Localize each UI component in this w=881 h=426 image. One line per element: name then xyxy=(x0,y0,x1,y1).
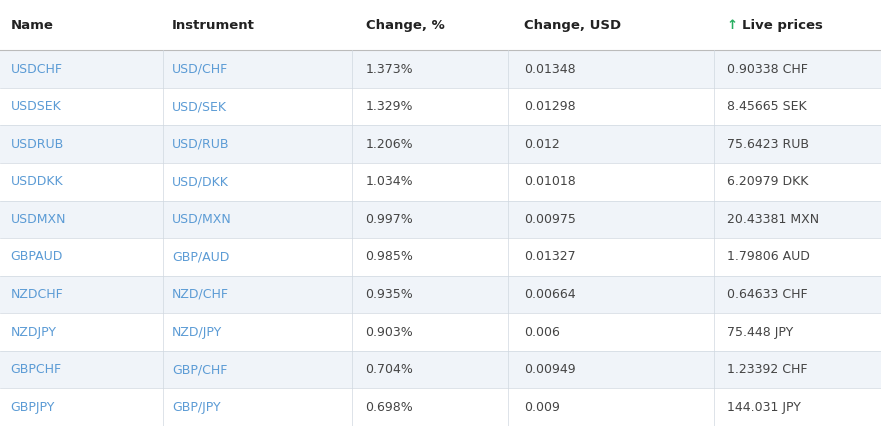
Text: Change, %: Change, % xyxy=(366,19,444,32)
Text: USDDKK: USDDKK xyxy=(11,175,63,188)
Text: 1.034%: 1.034% xyxy=(366,175,413,188)
Text: Live prices: Live prices xyxy=(742,19,823,32)
Text: USDCHF: USDCHF xyxy=(11,63,63,75)
Text: 0.935%: 0.935% xyxy=(366,288,413,301)
Text: 1.373%: 1.373% xyxy=(366,63,413,75)
Bar xyxy=(0,163,881,201)
Bar xyxy=(0,351,881,389)
Text: USDRUB: USDRUB xyxy=(11,138,63,151)
Bar xyxy=(0,238,881,276)
Text: 1.329%: 1.329% xyxy=(366,100,413,113)
Text: USD/SEK: USD/SEK xyxy=(172,100,226,113)
Text: 0.006: 0.006 xyxy=(524,325,560,339)
Text: Change, USD: Change, USD xyxy=(524,19,621,32)
Text: Instrument: Instrument xyxy=(172,19,255,32)
Text: NZD/CHF: NZD/CHF xyxy=(172,288,229,301)
Text: NZDCHF: NZDCHF xyxy=(11,288,63,301)
Text: 0.00949: 0.00949 xyxy=(524,363,576,376)
Text: 0.01327: 0.01327 xyxy=(524,250,576,263)
Text: USDMXN: USDMXN xyxy=(11,213,66,226)
Text: GBPJPY: GBPJPY xyxy=(11,401,55,414)
Text: 8.45665 SEK: 8.45665 SEK xyxy=(727,100,806,113)
Text: USD/CHF: USD/CHF xyxy=(172,63,228,75)
Text: 0.009: 0.009 xyxy=(524,401,560,414)
Text: USDSEK: USDSEK xyxy=(11,100,62,113)
Text: 0.64633 CHF: 0.64633 CHF xyxy=(727,288,808,301)
Text: GBP/CHF: GBP/CHF xyxy=(172,363,227,376)
Text: GBPCHF: GBPCHF xyxy=(11,363,62,376)
Text: 0.01348: 0.01348 xyxy=(524,63,576,75)
Bar xyxy=(0,0,881,50)
Text: 1.79806 AUD: 1.79806 AUD xyxy=(727,250,810,263)
Text: 75.448 JPY: 75.448 JPY xyxy=(727,325,793,339)
Text: 20.43381 MXN: 20.43381 MXN xyxy=(727,213,819,226)
Text: 6.20979 DKK: 6.20979 DKK xyxy=(727,175,808,188)
Text: 75.6423 RUB: 75.6423 RUB xyxy=(727,138,809,151)
Text: 1.206%: 1.206% xyxy=(366,138,413,151)
Text: USD/MXN: USD/MXN xyxy=(172,213,232,226)
Text: 0.997%: 0.997% xyxy=(366,213,413,226)
Text: 0.00975: 0.00975 xyxy=(524,213,576,226)
Text: USD/RUB: USD/RUB xyxy=(172,138,229,151)
Bar xyxy=(0,313,881,351)
Text: 0.01298: 0.01298 xyxy=(524,100,576,113)
Text: NZDJPY: NZDJPY xyxy=(11,325,56,339)
Bar xyxy=(0,276,881,313)
Bar xyxy=(0,201,881,238)
Text: 0.01018: 0.01018 xyxy=(524,175,576,188)
Text: GBP/JPY: GBP/JPY xyxy=(172,401,220,414)
Text: 0.698%: 0.698% xyxy=(366,401,413,414)
Text: 0.00664: 0.00664 xyxy=(524,288,576,301)
Text: 0.903%: 0.903% xyxy=(366,325,413,339)
Text: 0.985%: 0.985% xyxy=(366,250,413,263)
Text: 0.90338 CHF: 0.90338 CHF xyxy=(727,63,808,75)
Bar xyxy=(0,88,881,125)
Text: 144.031 JPY: 144.031 JPY xyxy=(727,401,801,414)
Bar xyxy=(0,125,881,163)
Text: GBP/AUD: GBP/AUD xyxy=(172,250,229,263)
Text: 0.704%: 0.704% xyxy=(366,363,413,376)
Text: ↑: ↑ xyxy=(727,19,743,32)
Text: 1.23392 CHF: 1.23392 CHF xyxy=(727,363,807,376)
Text: GBPAUD: GBPAUD xyxy=(11,250,63,263)
Bar xyxy=(0,389,881,426)
Bar xyxy=(0,50,881,88)
Text: NZD/JPY: NZD/JPY xyxy=(172,325,222,339)
Text: 0.012: 0.012 xyxy=(524,138,560,151)
Text: USD/DKK: USD/DKK xyxy=(172,175,229,188)
Text: Name: Name xyxy=(11,19,54,32)
